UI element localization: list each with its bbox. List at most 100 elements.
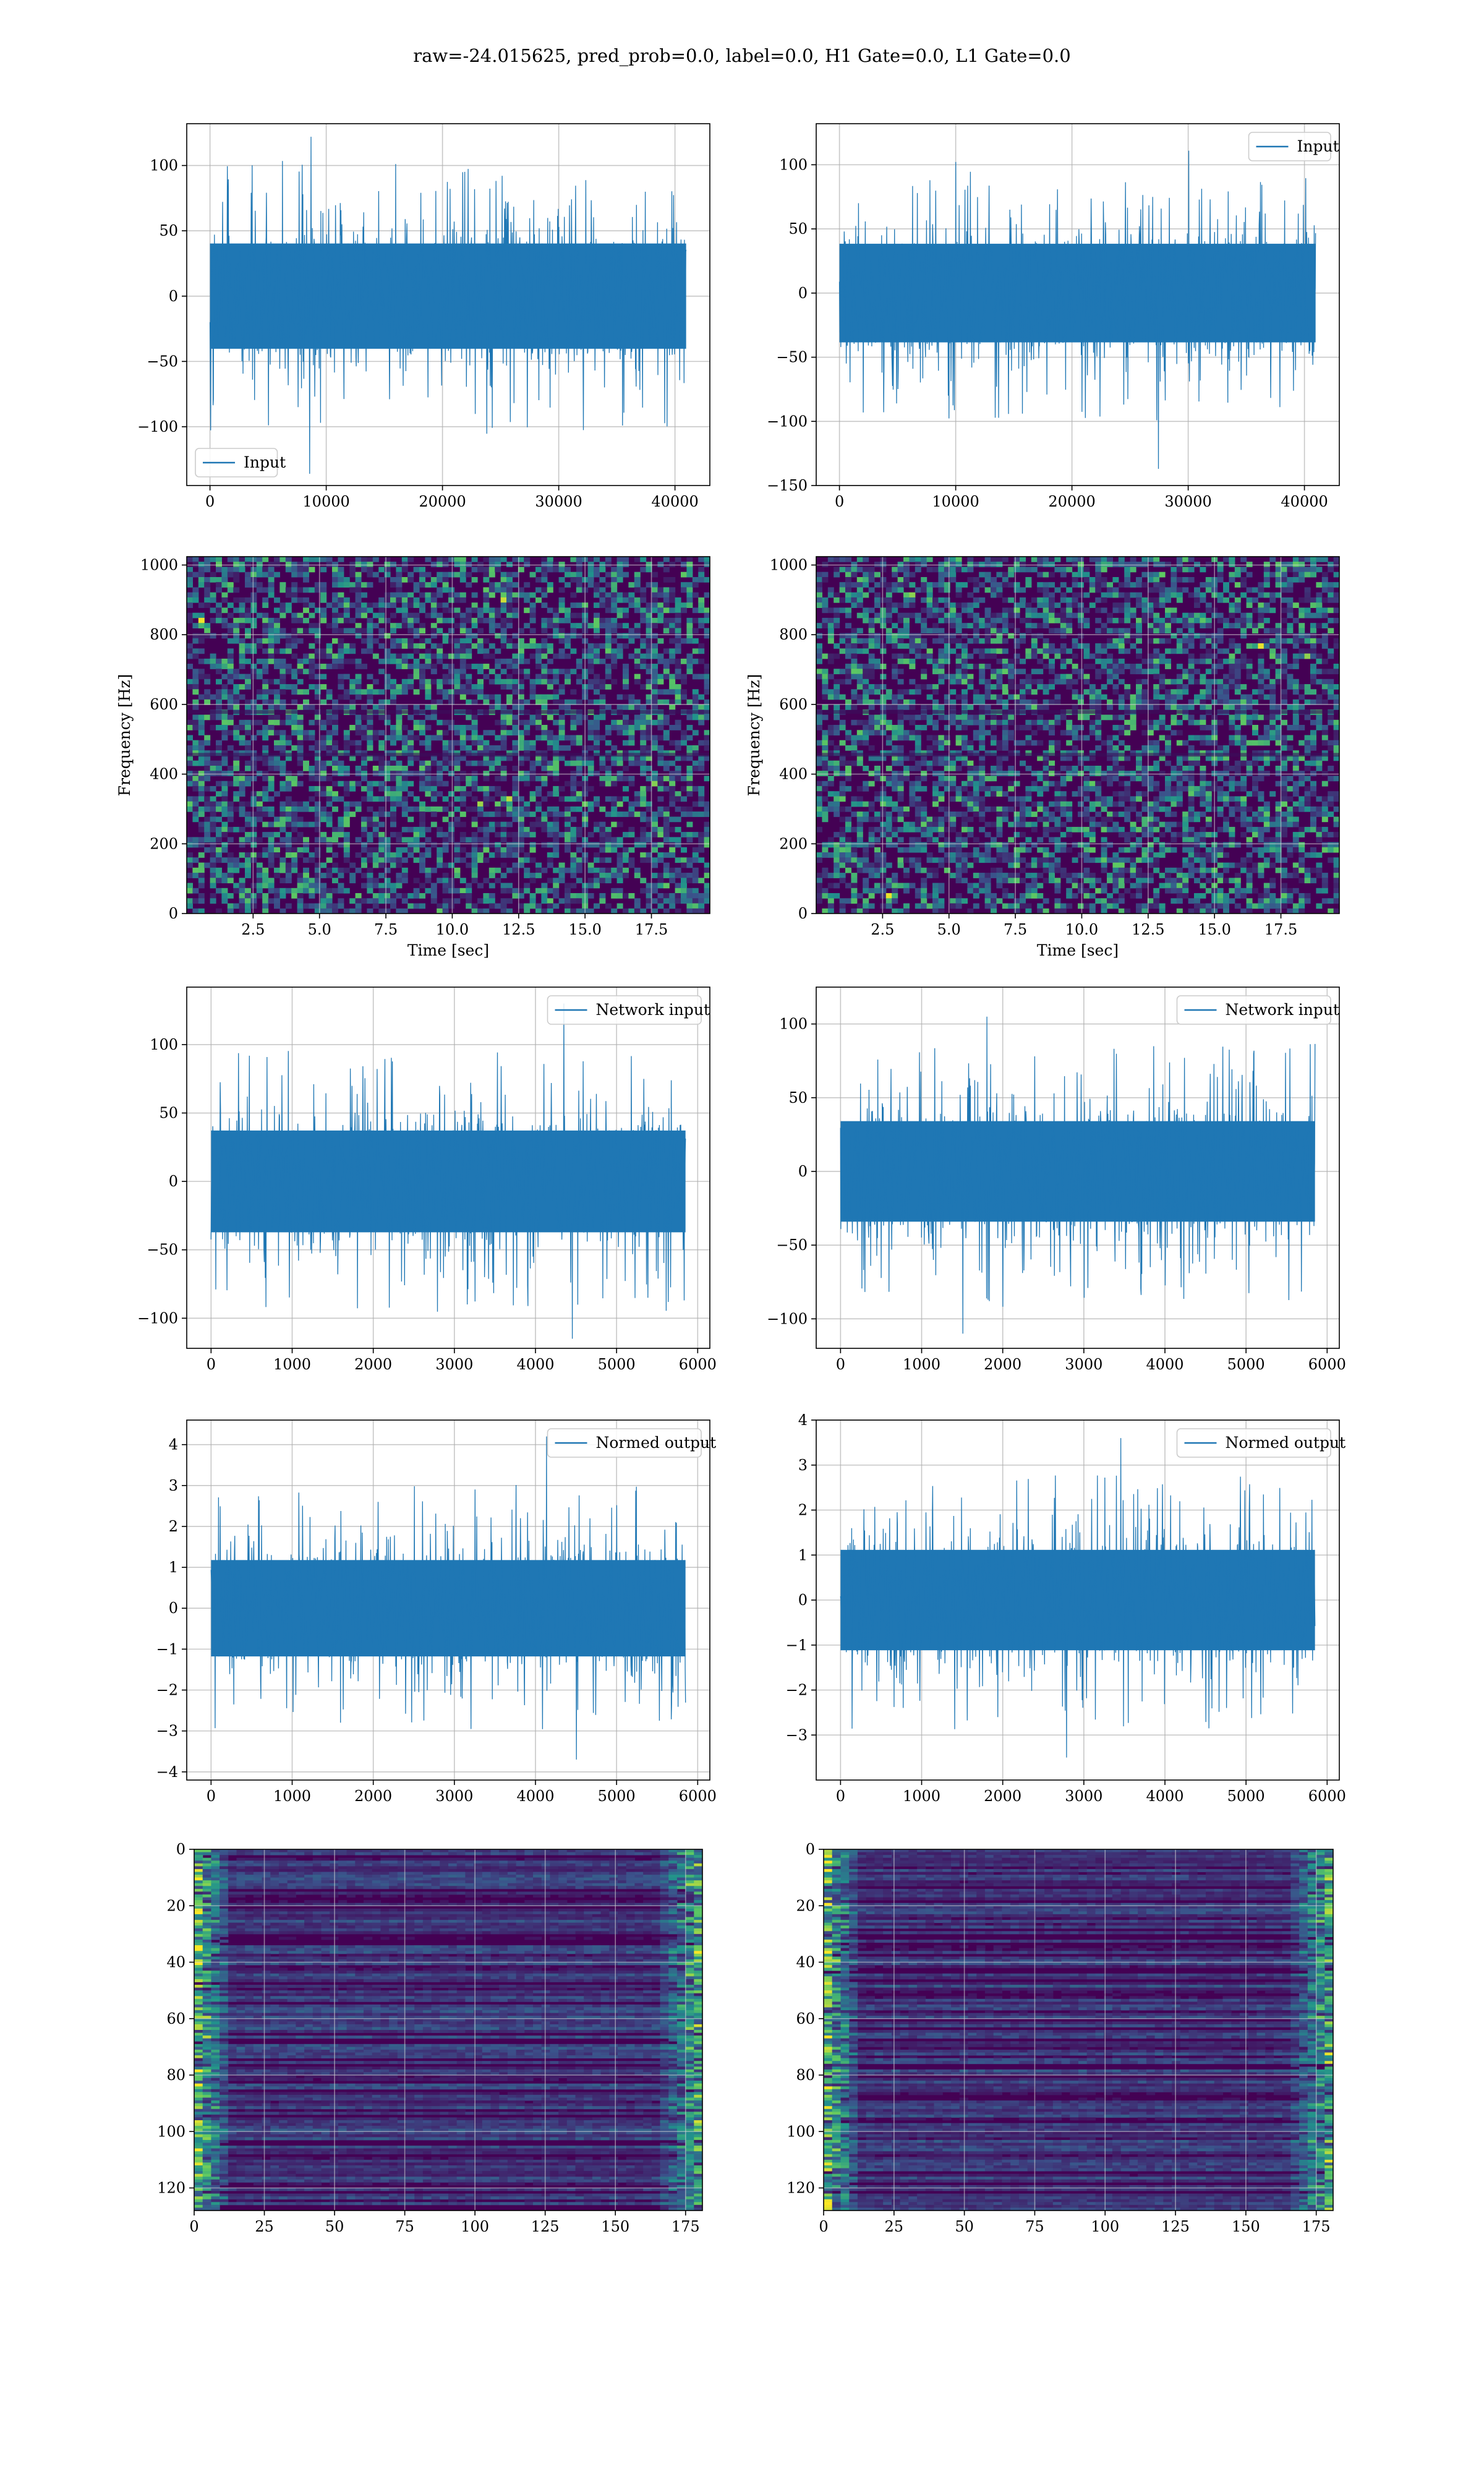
series-line xyxy=(209,137,687,474)
subplot-r2c2: 2.5 5.0 7.5 10.0 12.5 15.0 17.5 0 200 400 600 800 10… xyxy=(745,556,1340,959)
y-tick-label: 100 xyxy=(779,1016,808,1033)
x-tick-label: 4000 xyxy=(516,1787,554,1805)
y-tick-label: −3 xyxy=(786,1726,808,1744)
y-tick-label: 600 xyxy=(150,696,178,713)
legend-label: Input xyxy=(244,453,286,471)
y-tick-label: −100 xyxy=(137,1309,178,1327)
y-tick-label: 2 xyxy=(798,1502,808,1519)
y-axis-label: Frequency [Hz] xyxy=(745,674,763,797)
x-tick-label: 75 xyxy=(395,2218,414,2235)
x-tick-label: 125 xyxy=(1161,2218,1190,2235)
y-tick-label: 1 xyxy=(169,1559,178,1576)
legend: Network input xyxy=(1176,995,1339,1025)
grid xyxy=(187,557,710,914)
x-tick-label: 6000 xyxy=(1308,1787,1346,1805)
series-line xyxy=(838,150,1316,469)
y-tick-label: 0 xyxy=(806,1841,815,1858)
x-tick-label: 7.5 xyxy=(374,921,398,938)
y-tick-label: 60 xyxy=(796,2010,815,2027)
y-tick-label: 1000 xyxy=(770,557,808,574)
y-axis-label: Frequency [Hz] xyxy=(116,674,134,797)
y-tick-label: −50 xyxy=(147,1241,178,1259)
y-tick-label: −100 xyxy=(767,1310,808,1327)
y-tick-label: 0 xyxy=(798,1591,808,1609)
y-tick-label: 120 xyxy=(787,2180,815,2197)
x-tick-label: 2.5 xyxy=(871,921,894,938)
x-tick-label: 6000 xyxy=(679,1787,717,1805)
x-tick-label: 20000 xyxy=(419,493,466,510)
y-tick-label: 0 xyxy=(798,285,808,302)
x-tick-label: 0 xyxy=(836,1356,845,1373)
axes-frame xyxy=(186,123,710,486)
y-tick-label: 0 xyxy=(176,1841,186,1858)
subplot-r3c2: 0 1000 2000 3000 4000 5000 6000 −100 −50 0 50 100 Ne… xyxy=(767,987,1346,1373)
x-tick-label: 50 xyxy=(325,2218,344,2235)
x-tick-label: 2000 xyxy=(984,1787,1021,1805)
x-tick-label: 30000 xyxy=(535,493,582,510)
x-tick-label: 17.5 xyxy=(1264,921,1297,938)
legend-label: Input xyxy=(1297,137,1339,155)
y-tick-label: −150 xyxy=(767,477,808,494)
legend-label: Network input xyxy=(596,1001,710,1019)
subplot-r2c1: 2.5 5.0 7.5 10.0 12.5 15.0 17.5 0 200 400 600 800 10… xyxy=(116,556,710,959)
x-tick-label: 17.5 xyxy=(635,921,668,938)
x-axis-label: Time [sec] xyxy=(1037,941,1119,959)
x-tick-label: 4000 xyxy=(1146,1787,1183,1805)
y-tick-label: 800 xyxy=(779,626,808,643)
x-tick-label: 10000 xyxy=(302,493,349,510)
x-tick-label: 1000 xyxy=(273,1356,311,1373)
subplot-r1c2: 0 10000 20000 30000 40000 −150 −100 −50 0 50 100 In… xyxy=(767,123,1340,510)
x-tick-label: 25 xyxy=(255,2218,274,2235)
series-0 xyxy=(840,1016,1316,1334)
x-tick-label: 6000 xyxy=(1308,1356,1346,1373)
axes-frame xyxy=(194,1849,703,2211)
subplot-r5c1: 0 25 50 75 100 125 150 175 0 20 40 60 80 100 120 xyxy=(157,1841,703,2235)
x-tick-label: 10000 xyxy=(932,493,979,510)
y-tick-label: 200 xyxy=(150,835,178,852)
x-tick-label: 75 xyxy=(1025,2218,1044,2235)
y-tick-label: 3 xyxy=(169,1477,178,1494)
y-tick-label: −50 xyxy=(776,1236,808,1254)
heatmap-image xyxy=(194,1849,702,2211)
x-tick-label: 5000 xyxy=(1227,1787,1265,1805)
axes-frame xyxy=(186,987,710,1349)
y-tick-label: −3 xyxy=(156,1723,178,1740)
x-tick-label: 12.5 xyxy=(502,921,535,938)
series-line xyxy=(840,1438,1316,1758)
x-tick-label: 1000 xyxy=(273,1787,311,1805)
y-tick-label: 0 xyxy=(169,288,178,305)
x-tick-label: 5000 xyxy=(598,1787,636,1805)
y-tick-label: 400 xyxy=(150,766,178,783)
x-axis-label: Time [sec] xyxy=(407,941,489,959)
y-tick-label: 80 xyxy=(796,2066,815,2084)
y-tick-label: 600 xyxy=(779,696,808,713)
y-tick-label: 100 xyxy=(150,1036,178,1053)
axes-frame xyxy=(816,987,1340,1349)
x-tick-label: 20000 xyxy=(1048,493,1095,510)
y-tick-label: 60 xyxy=(166,2010,186,2027)
x-tick-label: 40000 xyxy=(651,493,698,510)
series-line xyxy=(840,1016,1316,1334)
x-tick-label: 0 xyxy=(835,493,844,510)
figure-suptitle: raw=-24.015625, pred_prob=0.0, label=0.0… xyxy=(413,45,1070,67)
y-tick-label: −100 xyxy=(767,413,808,430)
y-tick-label: 0 xyxy=(169,1173,178,1190)
y-tick-label: −1 xyxy=(786,1637,808,1654)
y-tick-label: 800 xyxy=(150,626,178,643)
x-tick-label: 175 xyxy=(1302,2218,1331,2235)
x-tick-label: 15.0 xyxy=(568,921,601,938)
x-tick-label: 0 xyxy=(836,1787,845,1805)
x-tick-label: 1000 xyxy=(903,1787,940,1805)
y-tick-label: 0 xyxy=(169,1599,178,1617)
x-tick-label: 25 xyxy=(885,2218,904,2235)
x-tick-label: 0 xyxy=(819,2218,828,2235)
legend: Input xyxy=(1248,132,1339,161)
y-tick-label: −2 xyxy=(786,1682,808,1699)
series-line xyxy=(210,1003,686,1339)
subplot-r3c1: 0 1000 2000 3000 4000 5000 6000 −100 −50 0 50 100 Ne… xyxy=(137,987,717,1373)
legend: Normed output xyxy=(1176,1428,1345,1458)
x-tick-label: 12.5 xyxy=(1132,921,1164,938)
y-tick-label: 120 xyxy=(157,2180,186,2197)
y-tick-label: 400 xyxy=(779,766,808,783)
x-tick-label: 5.0 xyxy=(308,921,331,938)
